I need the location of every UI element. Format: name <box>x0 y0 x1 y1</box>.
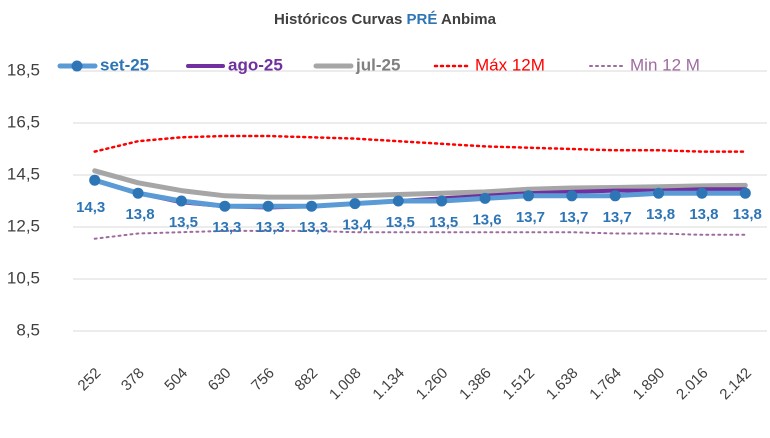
data-point <box>739 187 751 199</box>
data-point <box>219 200 231 212</box>
legend-label: ago-25 <box>228 55 283 74</box>
data-point <box>262 200 274 212</box>
y-tick-label: 16,5 <box>7 112 40 131</box>
data-label: 13,6 <box>472 211 501 228</box>
data-label: 13,5 <box>429 214 458 231</box>
data-label: 13,7 <box>516 209 545 226</box>
data-label: 13,3 <box>299 219 328 236</box>
data-label: 13,8 <box>125 206 154 223</box>
series-line <box>92 177 748 209</box>
title-part: Históricos Curvas <box>274 11 407 28</box>
data-point <box>696 187 708 199</box>
series-line <box>93 229 747 240</box>
data-point <box>175 195 187 207</box>
legend-marker <box>71 60 83 72</box>
data-point <box>436 195 448 207</box>
y-tick-label: 14,5 <box>7 164 40 183</box>
legend-label: Min 12 M <box>630 55 700 74</box>
data-point <box>479 192 491 204</box>
data-label: 13,3 <box>212 219 241 236</box>
data-label: 13,4 <box>342 217 372 234</box>
y-tick-label: 10,5 <box>7 268 40 287</box>
title-part: PRÉ <box>407 11 438 28</box>
data-label: 14,3 <box>76 199 105 216</box>
data-label: 13,8 <box>646 206 675 223</box>
data-label: 13,7 <box>559 209 588 226</box>
data-point <box>653 187 665 199</box>
y-tick-label: 18,5 <box>7 60 40 79</box>
legend-label: jul-25 <box>355 55 400 74</box>
legend-label: set-25 <box>100 55 149 74</box>
series-line <box>93 134 747 153</box>
data-point <box>392 195 404 207</box>
data-label: 13,7 <box>603 209 632 226</box>
data-point <box>522 190 534 202</box>
data-label: 13,5 <box>169 214 198 231</box>
data-point <box>609 190 621 202</box>
legend-label: Máx 12M <box>475 55 545 74</box>
chart-title: Históricos Curvas PRÉ Anbima <box>274 11 497 28</box>
data-label: 13,8 <box>689 206 718 223</box>
data-point <box>89 174 101 186</box>
title-part: Anbima <box>437 11 496 28</box>
data-label: 13,8 <box>733 206 762 223</box>
y-tick-label: 8,5 <box>16 320 40 339</box>
data-point <box>566 190 578 202</box>
data-point <box>132 187 144 199</box>
y-tick-label: 12,5 <box>7 216 40 235</box>
data-label: 13,5 <box>386 214 415 231</box>
data-point <box>349 198 361 210</box>
data-label: 13,3 <box>256 219 285 236</box>
series-line <box>92 168 748 200</box>
data-point <box>306 200 318 212</box>
